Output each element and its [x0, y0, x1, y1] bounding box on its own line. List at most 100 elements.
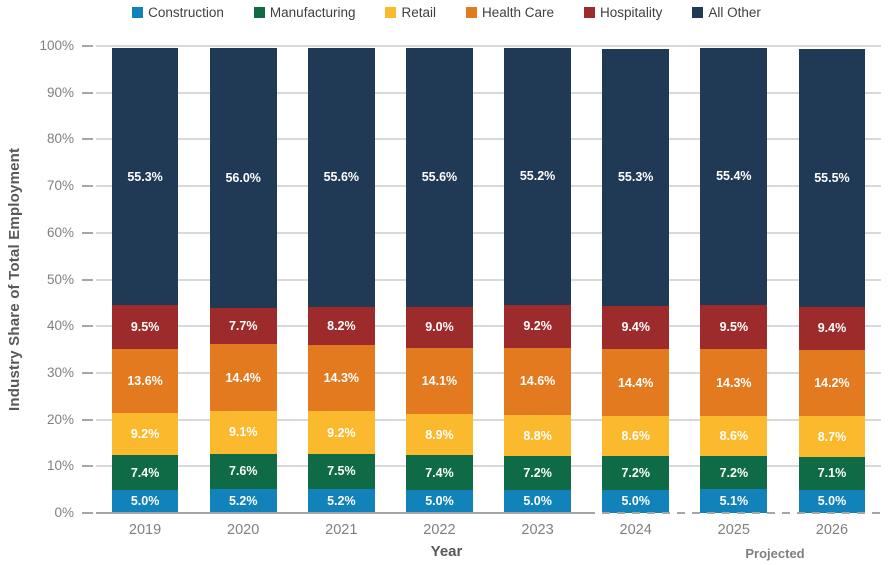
segment-value-label: 5.2%: [327, 493, 356, 508]
segment-value-label: 55.3%: [617, 170, 654, 185]
segment-construction-2026: 5.0%: [798, 489, 866, 513]
legend-item-retail: Retail: [385, 5, 436, 20]
segment-retail-2024: 8.6%: [602, 416, 670, 457]
gridline-80: [96, 138, 881, 141]
legend: Construction Manufacturing Retail Health Ca…: [0, 5, 893, 20]
legend-swatch-hospitality: [584, 7, 596, 18]
legend-swatch-manufacturing: [253, 7, 265, 18]
segment-value-label: 8.9%: [425, 427, 454, 442]
bar-slot-2025: 5.1% 7.2% 8.6% 14.3% 9.5% 55.4%: [685, 47, 783, 513]
bar-slot-2023: 5.0% 7.2% 8.8% 14.6% 9.2% 55.2%: [489, 48, 587, 513]
segment-value-label: 8.6%: [621, 429, 650, 444]
bar-slot-2024: 5.0% 7.2% 8.6% 14.4% 9.4% 55.3%: [587, 48, 685, 513]
segment-retail-2022: 8.9%: [406, 413, 473, 456]
plot-area: 5.0% 7.4% 9.2% 13.6% 9.5% 55.3% 5.2% 7.6% 9.1% 14…: [39, 38, 881, 520]
x-axis-labels: 2019 2020 2021 2022 2023 2024 2025 2026: [96, 522, 881, 538]
y-tick-label: 90%: [46, 84, 74, 100]
segment-hospitality-2024: 9.4%: [602, 305, 670, 350]
segment-retail-2023: 8.8%: [504, 415, 571, 457]
x-tick-label-2025: 2025: [717, 522, 750, 538]
segment-all-other-2020: 56.0%: [209, 48, 277, 309]
segment-value-label: 7.5%: [327, 464, 356, 479]
legend-item-health-care: Health Care: [466, 5, 554, 20]
x-tick-label-2023: 2023: [521, 522, 554, 538]
segment-manufacturing-2024: 7.2%: [602, 456, 670, 490]
y-tick-label: 80%: [46, 131, 74, 147]
segment-value-label: 14.4%: [617, 375, 654, 390]
segment-health-care-2021: 14.3%: [307, 344, 375, 412]
segment-value-label: 55.4%: [716, 169, 752, 184]
segment-value-label: 9.5%: [719, 320, 749, 335]
y-tick-label: 60%: [46, 224, 74, 240]
segment-value-label: 56.0%: [225, 171, 261, 186]
segment-value-label: 14.6%: [519, 374, 556, 389]
legend-label: Hospitality: [600, 5, 663, 20]
legend-label: Retail: [401, 5, 436, 20]
segment-value-label: 9.4%: [817, 321, 847, 336]
segment-health-care-2026: 14.2%: [798, 350, 866, 417]
legend-swatch-all-other: [692, 7, 704, 18]
legend-swatch-retail: [385, 7, 397, 18]
y-tick-label: 30%: [46, 364, 74, 380]
segment-hospitality-2021: 8.2%: [307, 306, 375, 345]
segment-value-label: 8.6%: [719, 428, 749, 443]
segment-all-other-2021: 55.6%: [307, 48, 375, 307]
y-tick-label: 40%: [46, 318, 74, 334]
gridline-10: [96, 465, 881, 468]
y-tick-mark: [82, 465, 93, 468]
segment-value-label: 9.4%: [621, 320, 650, 335]
segment-construction-2023: 5.0%: [504, 489, 571, 513]
segment-manufacturing-2020: 7.6%: [209, 453, 277, 489]
y-tick-mark: [82, 418, 93, 421]
projected-label: Projected: [745, 546, 805, 561]
bars-container: 5.0% 7.4% 9.2% 13.6% 9.5% 55.3% 5.2% 7.6% 9.1% 14…: [96, 47, 881, 513]
segment-retail-2026: 8.7%: [798, 416, 866, 457]
y-axis-title: Industry Share of Total Employment: [6, 147, 23, 412]
segment-retail-2019: 9.2%: [111, 412, 179, 456]
segment-value-label: 7.2%: [523, 466, 552, 481]
segment-value-label: 7.2%: [621, 466, 650, 481]
stacked-bar-2024: 5.0% 7.2% 8.6% 14.4% 9.4% 55.3%: [602, 48, 670, 513]
y-tick-label: 20%: [46, 411, 74, 427]
segment-value-label: 55.3%: [127, 169, 163, 184]
bar-slot-2022: 5.0% 7.4% 8.9% 14.1% 9.0% 55.6%: [390, 48, 488, 513]
segment-value-label: 55.6%: [421, 170, 458, 185]
segment-construction-2022: 5.0%: [406, 489, 473, 513]
segment-construction-2025: 5.1%: [700, 489, 768, 513]
x-tick-label-2019: 2019: [128, 522, 162, 538]
gridline-50: [96, 278, 881, 281]
stacked-bar-2021: 5.2% 7.5% 9.2% 14.3% 8.2% 55.6%: [307, 48, 375, 513]
y-tick-mark: [82, 325, 93, 328]
y-tick-mark: [82, 371, 93, 374]
segment-value-label: 5.0%: [817, 494, 847, 509]
gridline-30: [96, 371, 881, 374]
x-tick-label-2021: 2021: [325, 522, 358, 538]
stacked-bar-2025: 5.1% 7.2% 8.6% 14.3% 9.5% 55.4%: [700, 47, 768, 513]
segment-all-other-2022: 55.6%: [406, 48, 473, 307]
segment-value-label: 55.2%: [519, 169, 556, 184]
segment-hospitality-2026: 9.4%: [798, 306, 866, 351]
legend-item-all-other: All Other: [692, 5, 761, 20]
y-tick-label: 100%: [39, 38, 74, 53]
stacked-bar-2023: 5.0% 7.2% 8.8% 14.6% 9.2% 55.2%: [504, 48, 571, 513]
segment-value-label: 9.2%: [523, 319, 552, 334]
y-tick-mark: [82, 45, 93, 47]
bar-slot-2026: 5.0% 7.1% 8.7% 14.2% 9.4% 55.5%: [783, 48, 881, 513]
segment-manufacturing-2025: 7.2%: [700, 455, 768, 490]
bar-slot-2020: 5.2% 7.6% 9.1% 14.4% 7.7% 56.0%: [194, 48, 292, 513]
segment-value-label: 7.4%: [130, 465, 160, 480]
segment-construction-2024: 5.0%: [602, 489, 670, 513]
y-tick-label: 10%: [46, 458, 74, 474]
x-tick-label-2026: 2026: [815, 522, 849, 538]
segment-value-label: 7.6%: [228, 464, 258, 479]
legend-swatch-health-care: [466, 7, 477, 18]
segment-health-care-2023: 14.6%: [504, 347, 571, 416]
segment-value-label: 5.0%: [425, 494, 454, 509]
segment-health-care-2025: 14.3%: [700, 349, 768, 416]
stacked-bar-2026: 5.0% 7.1% 8.7% 14.2% 9.4% 55.5%: [798, 48, 866, 513]
y-tick-mark: [82, 278, 93, 281]
segment-all-other-2019: 55.3%: [111, 48, 179, 306]
y-tick-mark: [82, 231, 93, 234]
gridline-90: [96, 91, 881, 94]
